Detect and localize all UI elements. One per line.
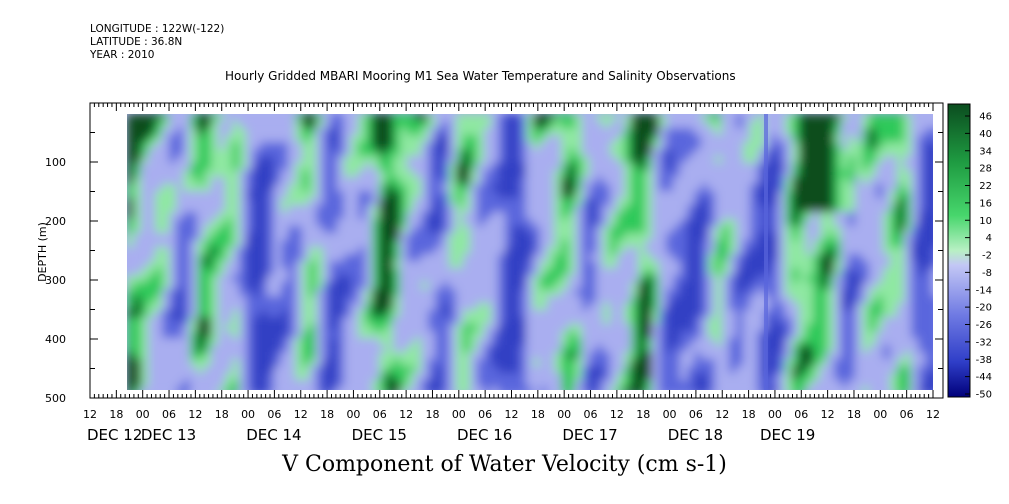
- x-hour-tick-label: 06: [373, 408, 387, 421]
- colorbar-label: 46: [979, 112, 992, 123]
- x-hour-tick-label: 00: [873, 408, 887, 421]
- x-hour-tick-label: 12: [715, 408, 729, 421]
- colorbar-label: -44: [976, 372, 992, 383]
- colorbar: 46 40 34 28 22 16 10 4 -2 -8 -14 -20 -26 -32 -38 -44 -50: [947, 103, 992, 401]
- year-label: YEAR : 2010: [90, 49, 155, 61]
- x-hour-tick-label: 18: [215, 408, 229, 421]
- x-hour-tick-label: 06: [162, 408, 176, 421]
- y-tick-label: 400: [45, 333, 66, 346]
- latitude-label: LATITUDE : 36.8N: [90, 36, 183, 48]
- x-hour-tick-label: 18: [531, 408, 545, 421]
- y-tick-label: 500: [45, 392, 66, 405]
- x-hour-tick-label: 06: [689, 408, 703, 421]
- x-hour-tick-label: 12: [83, 408, 97, 421]
- colorbar-label: -38: [976, 355, 992, 366]
- colorbar-label: -20: [976, 303, 992, 314]
- x-hour-tick-label: 18: [636, 408, 650, 421]
- x-hour-tick-label: 00: [768, 408, 782, 421]
- x-hour-tick-label: 12: [821, 408, 835, 421]
- x-hour-tick-label: 18: [425, 408, 439, 421]
- x-date-label: DEC 15: [352, 426, 407, 444]
- x-hour-tick-label: 12: [399, 408, 413, 421]
- x-axis: 12 18 00 06 12 18 00 06 12 18 00 06 12 18 00 06 12 18 00 06…: [83, 103, 940, 444]
- x-hour-tick-label: 00: [663, 408, 677, 421]
- x-hour-tick-label: 06: [478, 408, 492, 421]
- x-hour-tick-label: 18: [742, 408, 756, 421]
- colorbar-label: -8: [982, 268, 992, 279]
- colorbar-label: 16: [979, 198, 992, 209]
- colorbar-label: 4: [986, 233, 992, 244]
- x-date-label: DEC 17: [562, 426, 617, 444]
- x-hour-tick-label: 18: [320, 408, 334, 421]
- colorbar-gradient: [947, 103, 971, 398]
- x-hour-tick-label: 06: [900, 408, 914, 421]
- colorbar-label: 10: [979, 216, 992, 227]
- x-hour-tick-label: 12: [926, 408, 940, 421]
- chart-title: Hourly Gridded MBARI Mooring M1 Sea Wate…: [225, 69, 736, 83]
- x-hour-tick-label: 18: [847, 408, 861, 421]
- colorbar-label: -32: [976, 337, 992, 348]
- x-date-label: DEC 16: [457, 426, 512, 444]
- colorbar-label: -2: [982, 251, 992, 262]
- colorbar-label: -26: [976, 320, 992, 331]
- velocity-field: [127, 114, 933, 390]
- colorbar-label: 22: [979, 181, 992, 192]
- x-hour-tick-label: 00: [452, 408, 466, 421]
- colorbar-label: 40: [979, 129, 992, 140]
- colorbar-label: 28: [979, 164, 992, 175]
- x-axis-title: V Component of Water Velocity (cm s-1): [282, 452, 727, 477]
- longitude-label: LONGITUDE : 122W(-122): [90, 23, 225, 35]
- x-hour-tick-label: 06: [794, 408, 808, 421]
- x-hour-tick-label: 06: [584, 408, 598, 421]
- x-hour-tick-label: 12: [294, 408, 308, 421]
- y-tick-label: 100: [45, 156, 66, 169]
- x-hour-tick-label: 12: [188, 408, 202, 421]
- y-tick-label: 300: [45, 274, 66, 287]
- colorbar-label: -50: [976, 390, 992, 401]
- x-date-label: DEC 12: [87, 426, 142, 444]
- x-hour-tick-label: 00: [241, 408, 255, 421]
- colorbar-label: 34: [979, 146, 992, 157]
- x-date-label: DEC 14: [246, 426, 301, 444]
- x-date-label: DEC 18: [668, 426, 723, 444]
- y-axis-label: DEPTH (m): [36, 222, 49, 282]
- y-tick-label: 200: [45, 215, 66, 228]
- x-date-label: DEC 13: [141, 426, 196, 444]
- x-hour-tick-label: 00: [557, 408, 571, 421]
- x-hour-tick-label: 18: [109, 408, 123, 421]
- x-hour-tick-label: 00: [136, 408, 150, 421]
- x-hour-tick-label: 12: [610, 408, 624, 421]
- x-hour-tick-label: 12: [505, 408, 519, 421]
- x-date-label: DEC 19: [760, 426, 815, 444]
- x-hour-tick-label: 00: [346, 408, 360, 421]
- x-hour-tick-label: 06: [267, 408, 281, 421]
- y-axis: 100 200 300 400 500: [45, 132, 943, 405]
- colorbar-label: -14: [976, 285, 992, 296]
